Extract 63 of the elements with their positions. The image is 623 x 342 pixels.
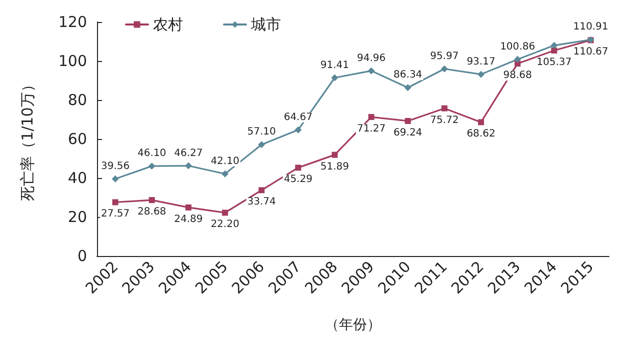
point: [368, 67, 375, 74]
data-label: 27.57: [100, 208, 130, 220]
data-label: 28.68: [138, 206, 166, 218]
data-label: 98.68: [503, 70, 532, 82]
data-label: 33.74: [247, 196, 276, 208]
data-label: 24.89: [174, 214, 203, 225]
data-label: 110.91: [573, 22, 608, 33]
data-label: 71.27: [356, 124, 386, 135]
point: [148, 197, 155, 204]
point: [550, 42, 558, 49]
point: [184, 162, 192, 170]
data-label: 46.27: [174, 148, 203, 159]
data-label: 91.41: [320, 60, 350, 71]
data-label: 95.97: [430, 50, 459, 62]
y-tick-label: 20: [68, 208, 87, 226]
y-tick-label: 100: [58, 52, 87, 70]
point: [258, 187, 265, 194]
data-label: 93.17: [466, 56, 496, 68]
legend-label: 农村: [153, 16, 183, 34]
data-label: 75.72: [430, 114, 459, 126]
y-tick-label: 120: [58, 13, 87, 31]
data-label: 69.24: [394, 127, 422, 138]
data-label: 64.67: [284, 112, 312, 123]
point: [222, 170, 228, 178]
point: [404, 84, 412, 92]
point: [258, 141, 266, 148]
y-tick-label: 40: [68, 169, 87, 187]
data-label: 110.67: [573, 46, 608, 58]
point: [112, 175, 119, 182]
point: [551, 48, 558, 54]
point: [331, 74, 338, 82]
point: [222, 210, 228, 216]
y-tick-label: 60: [68, 130, 87, 148]
data-label: 22.20: [210, 219, 240, 230]
point: [332, 152, 338, 158]
y-tick-label: 0: [77, 247, 87, 265]
data-label: 94.96: [356, 52, 386, 64]
data-label: 86.34: [394, 70, 422, 81]
point: [440, 65, 448, 72]
data-label: 68.62: [466, 128, 496, 140]
point: [185, 204, 192, 210]
y-axis-title: 死亡率（1/10万）: [18, 77, 36, 201]
data-label: 100.86: [500, 41, 536, 52]
point: [478, 70, 484, 78]
point: [404, 118, 411, 124]
point: [294, 126, 302, 134]
point: [368, 114, 374, 120]
data-label: 46.10: [138, 148, 166, 160]
data-label: 39.56: [100, 160, 130, 172]
x-axis-title: （年份）: [325, 317, 381, 333]
point: [478, 119, 484, 126]
y-tick-label: 80: [68, 91, 87, 109]
legend-label: 城市: [250, 16, 281, 34]
point: [514, 56, 522, 63]
point: [295, 164, 302, 171]
data-label: 51.89: [320, 161, 350, 172]
point: [441, 105, 448, 112]
point: [148, 162, 156, 170]
data-label: 45.29: [284, 174, 312, 186]
data-label: 42.10: [210, 156, 240, 167]
data-label: 57.10: [247, 126, 276, 138]
point: [112, 199, 118, 206]
data-label: 105.37: [536, 57, 572, 68]
